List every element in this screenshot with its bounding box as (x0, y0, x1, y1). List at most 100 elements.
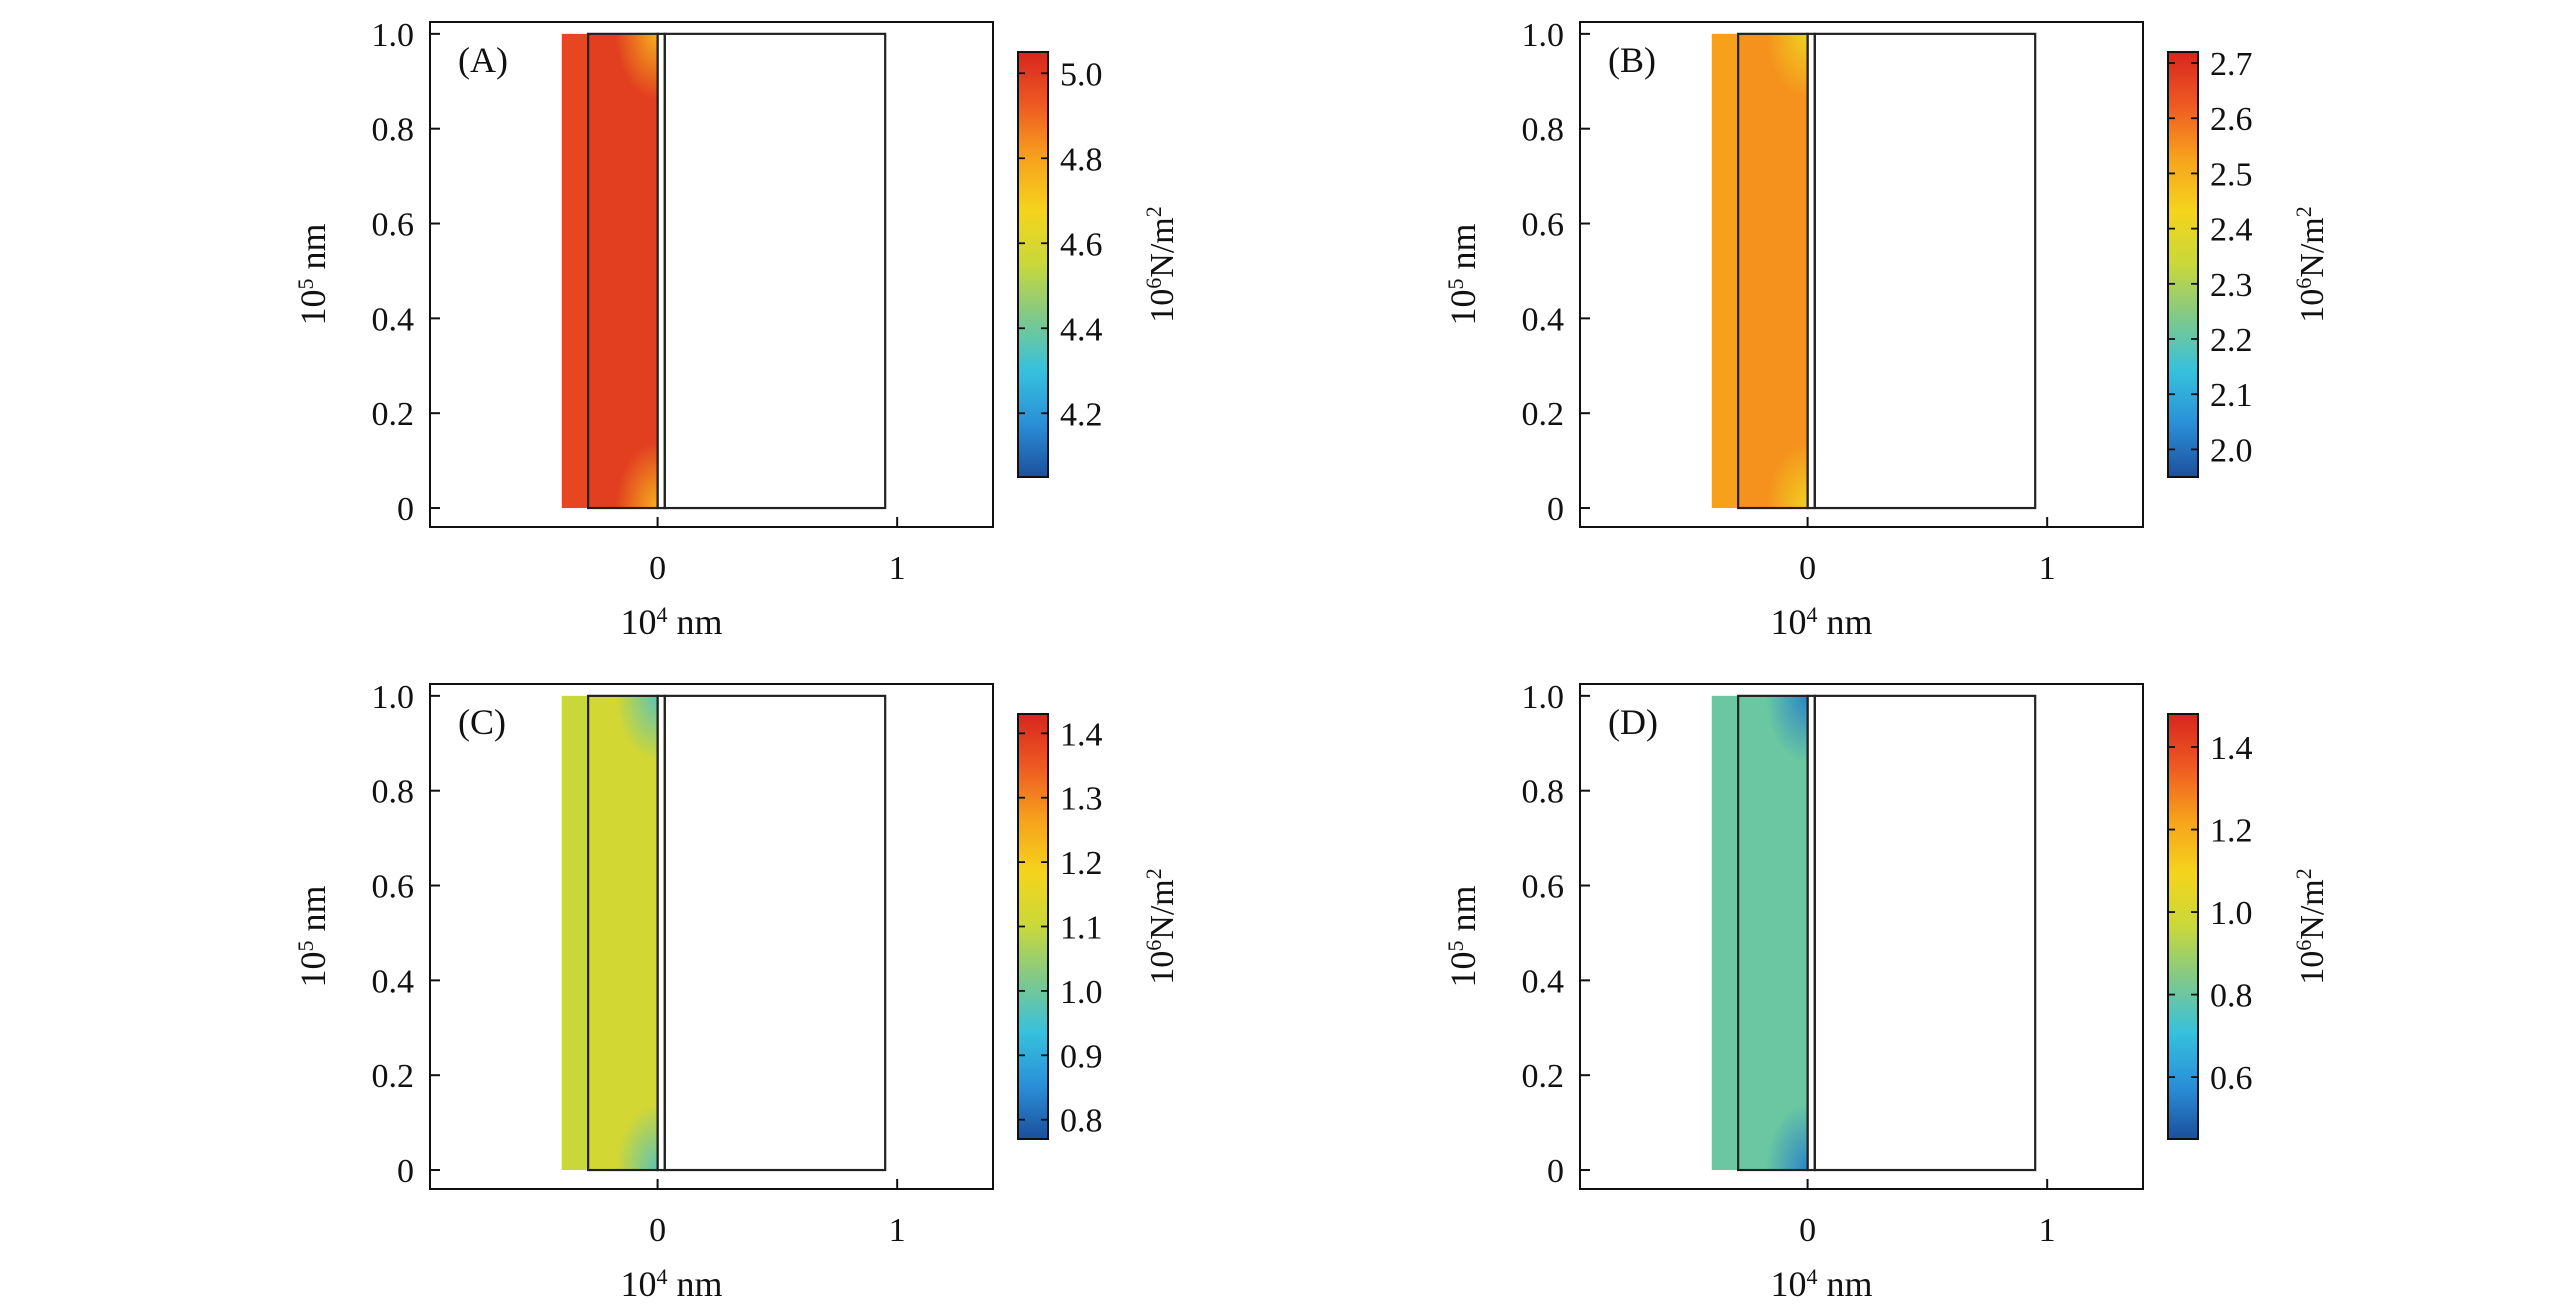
y-tick-label: 0 (1547, 491, 1564, 528)
colorbar-tick-label: 2.0 (2210, 432, 2253, 469)
y-tick-label: 1.0 (1522, 679, 1565, 716)
y-tick-label: 0.4 (372, 963, 415, 1000)
region-outer-layer (561, 33, 589, 509)
outline-empty-domain (663, 694, 887, 1172)
y-tick-label: 0.2 (1522, 396, 1565, 433)
colorbar (2167, 713, 2199, 1140)
colorbar-tick-label: 1.4 (1060, 716, 1103, 753)
x-tick-label: 0 (1799, 550, 1816, 587)
outline-empty-domain (1813, 32, 2037, 510)
colorbar-tick-label: 4.6 (1060, 226, 1103, 263)
colorbar-tick-label: 1.2 (2210, 813, 2253, 850)
colorbar-tick-label: 1.3 (1060, 781, 1103, 818)
corner-shade-top (1738, 695, 1808, 806)
colorbar (1017, 51, 1049, 478)
y-tick-label: 1.0 (1522, 17, 1565, 54)
colorbar-tick-label: 1.2 (1060, 845, 1103, 882)
colorbar (2167, 51, 2199, 478)
y-tick-label: 0.4 (1522, 963, 1565, 1000)
colorbar-tick-label: 2.3 (2210, 267, 2253, 304)
colorbar-tick-label: 0.8 (2210, 978, 2253, 1015)
x-tick-label: 1 (2039, 1212, 2056, 1249)
panel-label: (C) (458, 702, 506, 742)
y-tick-label: 0.2 (372, 396, 415, 433)
colorbar-tick-label: 2.7 (2210, 46, 2253, 83)
panel-b: 0 1 0 0.2 0.4 0.6 0.8 1.0 104 nm 105 nm (B) 2.0 2.1 2… (1443, 17, 2332, 642)
colorbar-tick-label: 4.4 (1060, 311, 1103, 348)
x-tick-label: 0 (649, 550, 666, 587)
y-axis-label: 105 nm (293, 223, 334, 325)
y-axis-label: 105 nm (1443, 885, 1484, 987)
y-tick-label: 0.6 (372, 207, 415, 244)
x-tick-label: 0 (1799, 1212, 1816, 1249)
y-axis-label: 105 nm (1443, 223, 1484, 325)
colorbar-label: 106N/m2 (1141, 206, 1182, 322)
y-tick-label: 0.8 (1522, 774, 1565, 811)
colorbar-tick-label: 0.6 (2210, 1060, 2253, 1097)
y-tick-label: 0.6 (1522, 869, 1565, 906)
colorbar-tick-label: 2.5 (2210, 156, 2253, 193)
x-tick-label: 1 (2039, 550, 2056, 587)
colorbar-tick-label: 4.2 (1060, 396, 1103, 433)
panel-label: (A) (458, 40, 508, 80)
y-tick-label: 0 (397, 491, 414, 528)
colorbar-label: 106N/m2 (2291, 206, 2332, 322)
x-tick-label: 0 (649, 1212, 666, 1249)
y-tick-label: 0.4 (1522, 301, 1565, 338)
corner-shade-top (1738, 33, 1808, 144)
y-tick-label: 1.0 (372, 679, 415, 716)
axes-frame (429, 21, 994, 528)
corner-shade-top (588, 33, 658, 144)
axes-frame (429, 683, 994, 1190)
x-axis-label: 104 nm (1770, 1264, 1872, 1305)
x-tick-label: 1 (889, 550, 906, 587)
colorbar-tick-label: 1.0 (1060, 974, 1103, 1011)
y-tick-label: 0.8 (1522, 112, 1565, 149)
corner-shade-bottom (588, 398, 658, 509)
y-tick-label: 1.0 (372, 17, 415, 54)
y-tick-label: 0.8 (372, 112, 415, 149)
colorbar-tick-label: 4.8 (1060, 141, 1103, 178)
colorbar-tick-label: 1.1 (1060, 910, 1103, 947)
outline-empty-domain (663, 32, 887, 510)
colorbar-tick-label: 1.0 (2210, 895, 2253, 932)
y-tick-label: 0.2 (372, 1058, 415, 1095)
y-tick-label: 0.6 (372, 869, 415, 906)
corner-shade-bottom (1738, 398, 1808, 509)
y-tick-label: 0.8 (372, 774, 415, 811)
panel-label: (D) (1608, 702, 1658, 742)
colorbar-label: 106N/m2 (1141, 868, 1182, 984)
panel-a: 0 1 0 0.2 0.4 0.6 0.8 1.0 104 nm 105 nm (A) 4.2 4.4 4… (293, 17, 1182, 642)
region-outer-layer (1711, 33, 1739, 509)
axes-frame (1579, 683, 2144, 1190)
colorbar-tick-label: 2.4 (2210, 212, 2253, 249)
corner-shade-top (588, 695, 658, 806)
x-axis-label: 104 nm (620, 602, 722, 643)
colorbar-tick-label: 1.4 (2210, 730, 2253, 767)
y-tick-label: 0.2 (1522, 1058, 1565, 1095)
corner-shade-bottom (1738, 1060, 1808, 1171)
panel-d: 0 1 0 0.2 0.4 0.6 0.8 1.0 104 nm 105 nm (D) 0.6 0.8 1… (1443, 679, 2332, 1304)
y-axis-label: 105 nm (293, 885, 334, 987)
x-tick-label: 1 (889, 1212, 906, 1249)
corner-shade-bottom (588, 1060, 658, 1171)
colorbar-tick-label: 2.6 (2210, 101, 2253, 138)
outline-empty-domain (1813, 694, 2037, 1172)
x-axis-label: 104 nm (620, 1264, 722, 1305)
colorbar-label: 106N/m2 (2291, 868, 2332, 984)
axes-frame (1579, 21, 2144, 528)
colorbar-tick-label: 2.1 (2210, 377, 2253, 414)
colorbar-tick-label: 5.0 (1060, 56, 1103, 93)
y-tick-label: 0 (1547, 1153, 1564, 1190)
colorbar-tick-label: 0.8 (1060, 1103, 1103, 1140)
colorbar-tick-label: 0.9 (1060, 1038, 1103, 1075)
region-outer-layer (1711, 695, 1739, 1171)
panel-c: 0 1 0 0.2 0.4 0.6 0.8 1.0 104 nm 105 nm (C) 0.8 0.9 1… (293, 679, 1182, 1304)
panel-label: (B) (1608, 40, 1656, 80)
y-tick-label: 0.4 (372, 301, 415, 338)
y-tick-label: 0 (397, 1153, 414, 1190)
x-axis-label: 104 nm (1770, 602, 1872, 643)
region-outer-layer (561, 695, 589, 1171)
colorbar-tick-label: 2.2 (2210, 322, 2253, 359)
